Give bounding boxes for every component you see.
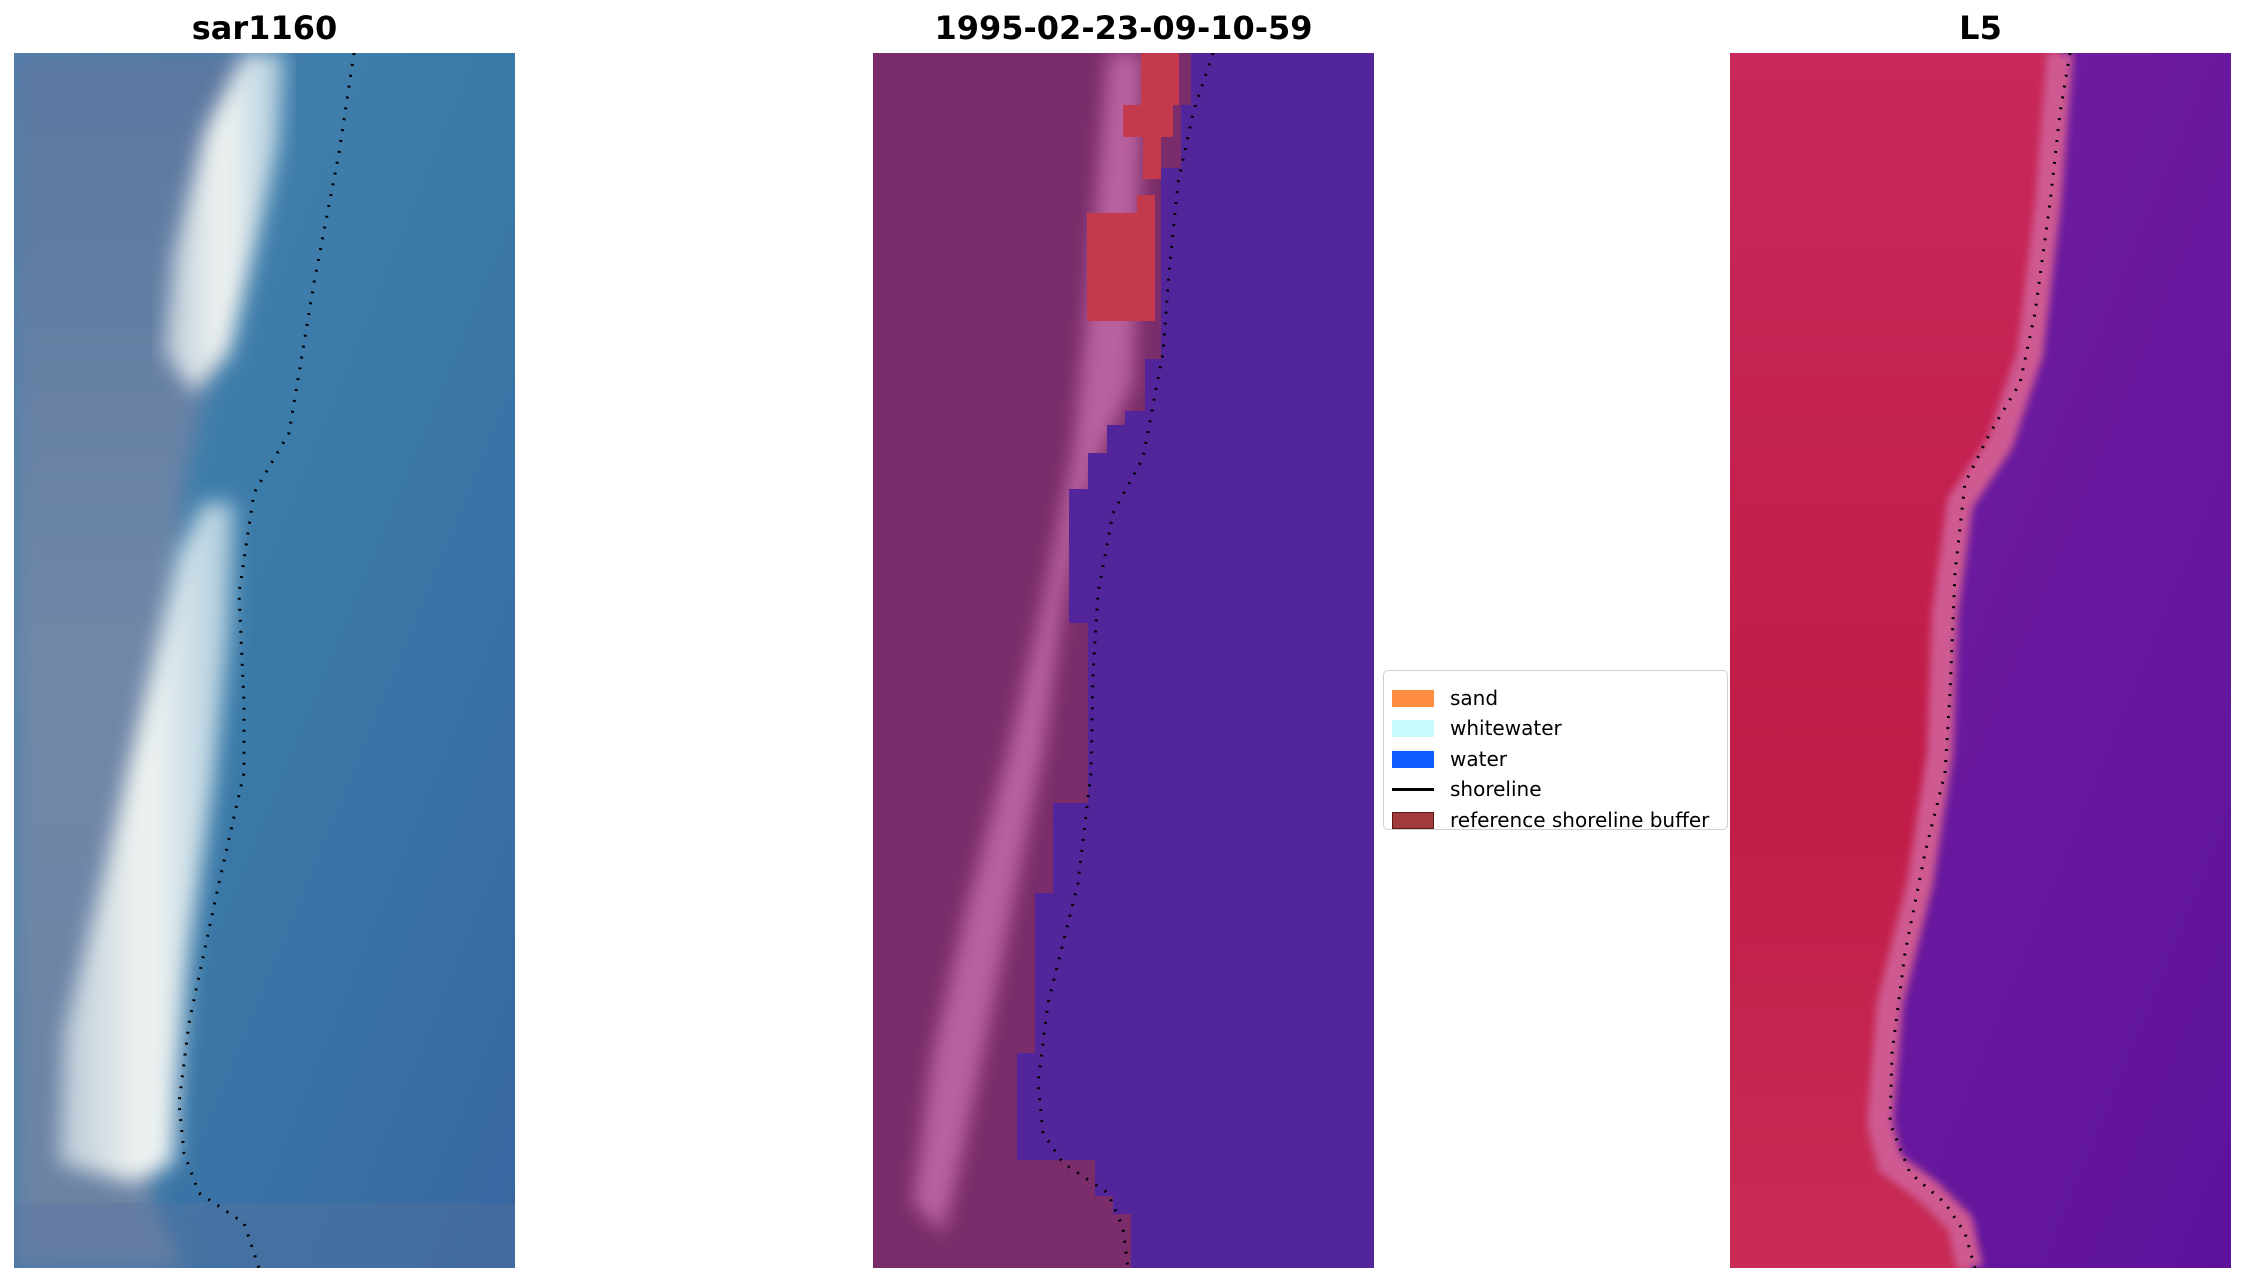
shoreline-swatch [1392, 787, 1434, 791]
panel-title-mndwi: L5 [1959, 9, 2002, 47]
panel-title-classification: 1995-02-23-09-10-59 [934, 9, 1313, 47]
legend-item-water: water [1392, 744, 1507, 774]
reference-buffer-swatch [1392, 811, 1434, 829]
legend: sand whitewater water shoreline referenc… [1383, 670, 1728, 832]
water-swatch [1392, 750, 1434, 768]
legend-label-whitewater: whitewater [1450, 716, 1562, 740]
rgb-image [14, 53, 515, 1268]
whitewater-swatch [1392, 719, 1434, 737]
legend-item-sand: sand [1392, 683, 1498, 713]
shoreline-dotted [1036, 53, 1215, 1268]
water-region [1017, 53, 1374, 1268]
legend-item-whitewater: whitewater [1392, 713, 1562, 743]
reference-shoreline-buffer [1087, 53, 1179, 321]
mndwi-panel [1730, 53, 2231, 1268]
panel-title-rgb: sar1160 [191, 9, 338, 47]
legend-label-reference-buffer: reference shoreline buffer [1450, 808, 1710, 832]
legend-item-shoreline: shoreline [1392, 774, 1542, 804]
legend-label-shoreline: shoreline [1450, 777, 1542, 801]
sand-swatch [1392, 689, 1434, 707]
legend-item-reference-buffer: reference shoreline buffer [1392, 805, 1709, 835]
shoreline-dotted [1888, 53, 2072, 1268]
rgb-image-panel [14, 53, 515, 1268]
classification-panel [873, 53, 1374, 1268]
classification-image [873, 53, 1374, 1268]
legend-label-water: water [1450, 747, 1507, 771]
mndwi-image [1730, 53, 2231, 1268]
legend-label-sand: sand [1450, 686, 1499, 710]
